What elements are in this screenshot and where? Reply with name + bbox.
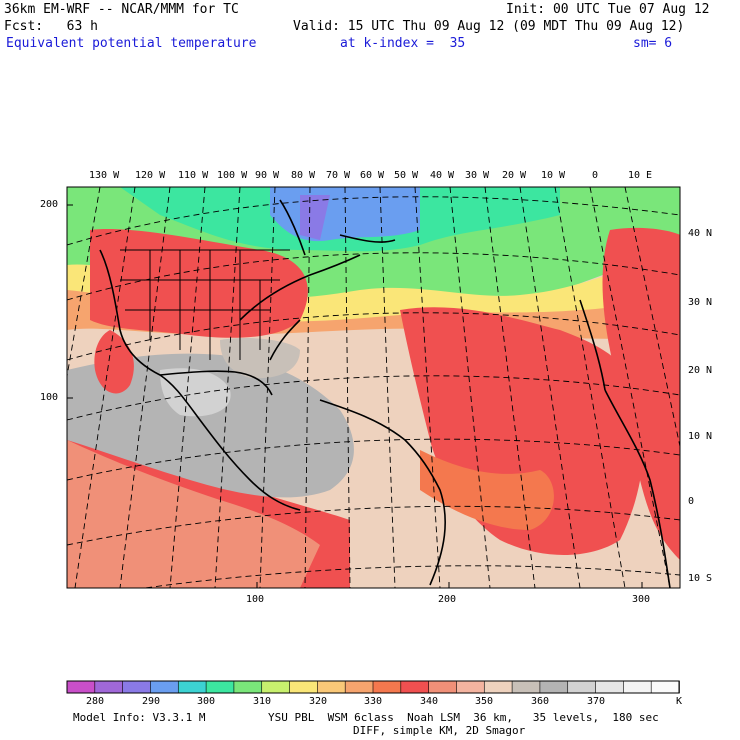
legend-color-box <box>150 680 180 694</box>
grid-label-y: 200 <box>40 199 59 210</box>
lon-label: 120 W <box>135 170 166 181</box>
legend-color-box <box>317 680 346 694</box>
lon-label: 70 W <box>326 170 351 181</box>
legend-color-box <box>567 680 597 694</box>
legend-color-box <box>66 680 96 694</box>
lat-label: 30 N <box>688 297 713 308</box>
legend-tick: 360 <box>531 696 550 707</box>
legend-tick: 340 <box>420 696 439 707</box>
legend-color-box <box>94 680 124 694</box>
legend-color-box <box>372 680 402 694</box>
lon-label: 40 W <box>430 170 455 181</box>
physics-info: YSU PBL WSM 6class Noah LSM 36 km, 35 le… <box>268 711 659 724</box>
grid-label-x: 100 <box>246 594 265 605</box>
legend-color-box <box>233 680 263 694</box>
lat-label: 0 <box>688 496 695 507</box>
legend-color-box <box>177 680 207 694</box>
lon-label: 20 W <box>502 170 527 181</box>
lon-label: 130 W <box>89 170 120 181</box>
valid-time: Valid: 15 UTC Thu 09 Aug 12 (09 MDT Thu … <box>293 19 685 34</box>
init-time: Init: 00 UTC Tue 07 Aug 12 <box>506 2 710 17</box>
model-info: Model Info: V3.3.1 M <box>73 711 206 724</box>
legend-tick: 300 <box>197 696 216 707</box>
lon-label: 10 E <box>628 170 653 181</box>
lat-label: 20 N <box>688 365 713 376</box>
legend-tick: 330 <box>364 696 383 707</box>
lon-label: 50 W <box>394 170 419 181</box>
lon-label: 30 W <box>465 170 490 181</box>
diffusion-info: DIFF, simple KM, 2D Smagor <box>353 724 526 737</box>
legend-color-box <box>539 680 569 694</box>
legend-tick: 320 <box>309 696 328 707</box>
grid-label-y: 100 <box>40 392 59 403</box>
map-frame <box>66 186 681 589</box>
grid-label-x: 300 <box>632 594 651 605</box>
smoothing-label: sm= 6 <box>633 36 673 51</box>
legend-tick: 350 <box>475 696 494 707</box>
legend-tick: 310 <box>253 696 272 707</box>
lat-label: 40 N <box>688 228 713 239</box>
legend-color-box <box>261 680 291 694</box>
forecast-hour: Fcst: 63 h <box>4 19 98 34</box>
legend-color-box <box>289 680 319 694</box>
coastlines <box>99 199 671 588</box>
level-label: at k-index = 35 <box>340 36 466 51</box>
legend-tick: 280 <box>86 696 105 707</box>
legend-color-box <box>623 680 652 694</box>
grid-ticks <box>67 204 643 588</box>
legend-color-box <box>205 680 235 694</box>
legend-color-box <box>122 680 152 694</box>
lon-label: 60 W <box>360 170 385 181</box>
lon-label: 110 W <box>178 170 209 181</box>
legend-color-box <box>483 680 513 694</box>
legend-tick: 370 <box>587 696 606 707</box>
lon-label: 10 W <box>541 170 566 181</box>
field-name: Equivalent potential temperature <box>6 36 257 51</box>
legend-color-box <box>456 680 486 694</box>
lat-label: 10 N <box>688 431 713 442</box>
grid-label-x: 200 <box>438 594 457 605</box>
lon-label: 100 W <box>217 170 248 181</box>
legend-color-box <box>511 680 541 694</box>
legend-color-box <box>595 680 625 694</box>
legend-color-box <box>650 680 680 694</box>
lon-label: 90 W <box>255 170 280 181</box>
legend-color-box <box>344 680 374 694</box>
legend-unit: K <box>676 696 683 707</box>
lon-label: 80 W <box>291 170 316 181</box>
legend-color-box <box>428 680 458 694</box>
state-borders <box>120 249 290 360</box>
legend-color-box <box>400 680 430 694</box>
legend-tick: 290 <box>142 696 161 707</box>
lon-label: 0 <box>592 170 599 181</box>
model-title: 36km EM-WRF -- NCAR/MMM for TC <box>4 2 239 17</box>
lat-label: 10 S <box>688 573 713 584</box>
